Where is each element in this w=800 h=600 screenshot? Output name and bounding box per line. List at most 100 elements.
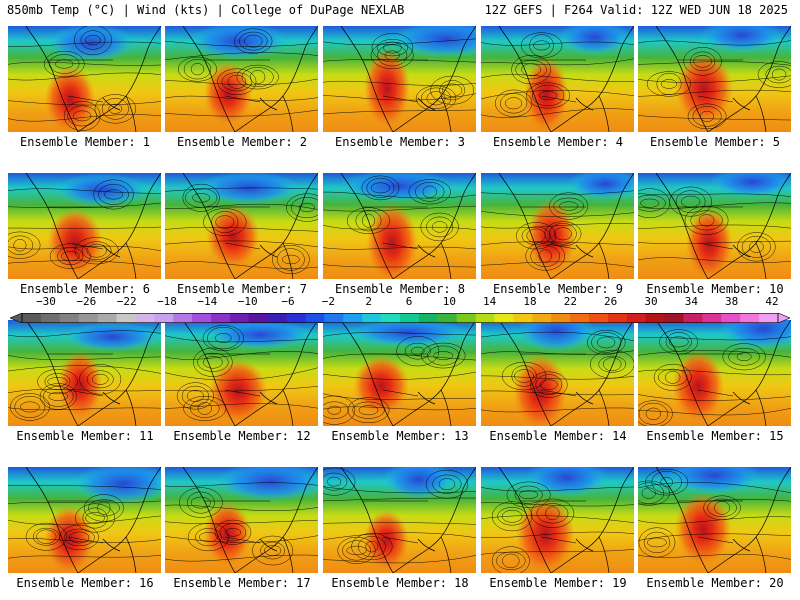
colorbar-min-arrow: [9, 312, 23, 324]
colorbar-swatch: [78, 313, 99, 323]
ensemble-member-19-map[interactable]: [481, 467, 634, 573]
colorbar-swatch: [740, 313, 760, 323]
ensemble-member-13-map[interactable]: [323, 320, 476, 426]
colorbar-tick-label: 38: [725, 295, 739, 308]
temperature-colorbar: [9, 308, 791, 324]
colorbar-swatch: [22, 313, 42, 323]
ensemble-member-label: Ensemble Member: 16: [16, 576, 154, 590]
colorbar-swatch: [607, 313, 628, 323]
colorbar-tick-label: −10: [237, 295, 258, 308]
colorbar-swatch: [305, 313, 325, 323]
ensemble-member-7-map[interactable]: [165, 173, 318, 279]
ensemble-member-10-map[interactable]: [638, 173, 791, 279]
colorbar-swatch: [683, 313, 703, 323]
colorbar-tick-label: 14: [483, 295, 497, 308]
colorbar-swatch: [664, 313, 684, 323]
ensemble-member-6-map[interactable]: [8, 173, 161, 279]
colorbar-swatch: [192, 313, 212, 323]
ensemble-member-4-map[interactable]: [481, 26, 634, 132]
ensemble-member-11-map[interactable]: [8, 320, 161, 426]
header-title: 850mb Temp (°C) | Wind (kts) | College o…: [7, 3, 405, 17]
colorbar-tick-label: −30: [36, 295, 56, 308]
colorbar-swatch: [759, 313, 779, 323]
colorbar-tick-label: 42: [765, 295, 779, 308]
colorbar-swatch: [154, 313, 174, 323]
colorbar-tick-label: 18: [523, 295, 537, 308]
ensemble-member-label: Ensemble Member: 13: [331, 429, 469, 443]
colorbar-tick-label: −22: [116, 295, 137, 308]
ensemble-member-label: Ensemble Member: 14: [489, 429, 627, 443]
ensemble-member-9-map[interactable]: [481, 173, 634, 279]
colorbar-swatch: [211, 313, 231, 323]
ensemble-member-12-map[interactable]: [165, 320, 318, 426]
header-valid-time: 12Z GEFS | F264 Valid: 12Z WED JUN 18 20…: [484, 3, 788, 17]
colorbar-tick-label: 30: [644, 295, 658, 308]
ensemble-member-label: Ensemble Member: 7: [176, 282, 308, 296]
colorbar-tick-label: 10: [442, 295, 456, 308]
colorbar-swatch: [400, 313, 420, 323]
colorbar-swatch: [248, 313, 269, 323]
colorbar-swatch: [381, 313, 401, 323]
colorbar-swatch: [135, 313, 155, 323]
colorbar-swatch: [721, 313, 741, 323]
colorbar-swatch: [589, 313, 609, 323]
ensemble-member-label: Ensemble Member: 20: [646, 576, 784, 590]
colorbar-swatch: [494, 313, 514, 323]
ensemble-member-label: Ensemble Member: 5: [649, 135, 781, 149]
ensemble-member-8-map[interactable]: [323, 173, 476, 279]
colorbar-tick-label: −2: [321, 295, 335, 308]
ensemble-member-1-map[interactable]: [8, 26, 161, 132]
ensemble-member-label: Ensemble Member: 4: [492, 135, 624, 149]
colorbar-swatch: [513, 313, 533, 323]
ensemble-member-label: Ensemble Member: 11: [16, 429, 154, 443]
colorbar-tick-label: −18: [157, 295, 177, 308]
colorbar-svg: [9, 312, 791, 324]
ensemble-member-20-map[interactable]: [638, 467, 791, 573]
colorbar-swatch: [418, 313, 439, 323]
ensemble-member-label: Ensemble Member: 9: [492, 282, 624, 296]
colorbar-swatch: [551, 313, 571, 323]
colorbar-tick-label: 34: [684, 295, 698, 308]
ensemble-member-label: Ensemble Member: 12: [173, 429, 311, 443]
colorbar-tick-label: −14: [197, 295, 218, 308]
colorbar-tick-label: −6: [281, 295, 295, 308]
colorbar-swatch: [362, 313, 382, 323]
colorbar-tick-label: 6: [405, 295, 413, 308]
ensemble-member-16-map[interactable]: [8, 467, 161, 573]
colorbar-tick-label: 22: [563, 295, 577, 308]
ensemble-member-label: Ensemble Member: 19: [489, 576, 627, 590]
ensemble-member-label: Ensemble Member: 17: [173, 576, 311, 590]
ensemble-member-label: Ensemble Member: 8: [334, 282, 466, 296]
colorbar-max-arrow: [777, 312, 791, 324]
ensemble-member-15-map[interactable]: [638, 320, 791, 426]
ensemble-member-17-map[interactable]: [165, 467, 318, 573]
colorbar-tick-label: −26: [76, 295, 97, 308]
ensemble-member-label: Ensemble Member: 6: [19, 282, 151, 296]
colorbar-swatch: [59, 313, 80, 323]
ensemble-member-label: Ensemble Member: 3: [334, 135, 466, 149]
colorbar-swatch: [267, 313, 288, 323]
colorbar-swatch: [116, 313, 136, 323]
ensemble-member-label: Ensemble Member: 15: [646, 429, 784, 443]
colorbar-swatch: [702, 313, 722, 323]
colorbar-swatch: [173, 313, 193, 323]
colorbar-swatch: [324, 313, 344, 323]
colorbar-swatch: [97, 313, 117, 323]
colorbar-swatch: [343, 313, 363, 323]
ensemble-member-18-map[interactable]: [323, 467, 476, 573]
colorbar-tick-label: 26: [604, 295, 618, 308]
ensemble-member-5-map[interactable]: [638, 26, 791, 132]
colorbar-swatch: [40, 313, 61, 323]
ensemble-member-14-map[interactable]: [481, 320, 634, 426]
ensemble-member-label: Ensemble Member: 2: [176, 135, 308, 149]
ensemble-member-2-map[interactable]: [165, 26, 318, 132]
ensemble-member-3-map[interactable]: [323, 26, 476, 132]
colorbar-tick-label: 2: [365, 295, 372, 308]
colorbar-swatch: [645, 313, 666, 323]
colorbar-swatch: [286, 313, 306, 323]
colorbar-swatch: [456, 313, 477, 323]
colorbar-swatch: [532, 313, 552, 323]
colorbar-swatch: [570, 313, 590, 323]
colorbar-swatch: [437, 313, 458, 323]
